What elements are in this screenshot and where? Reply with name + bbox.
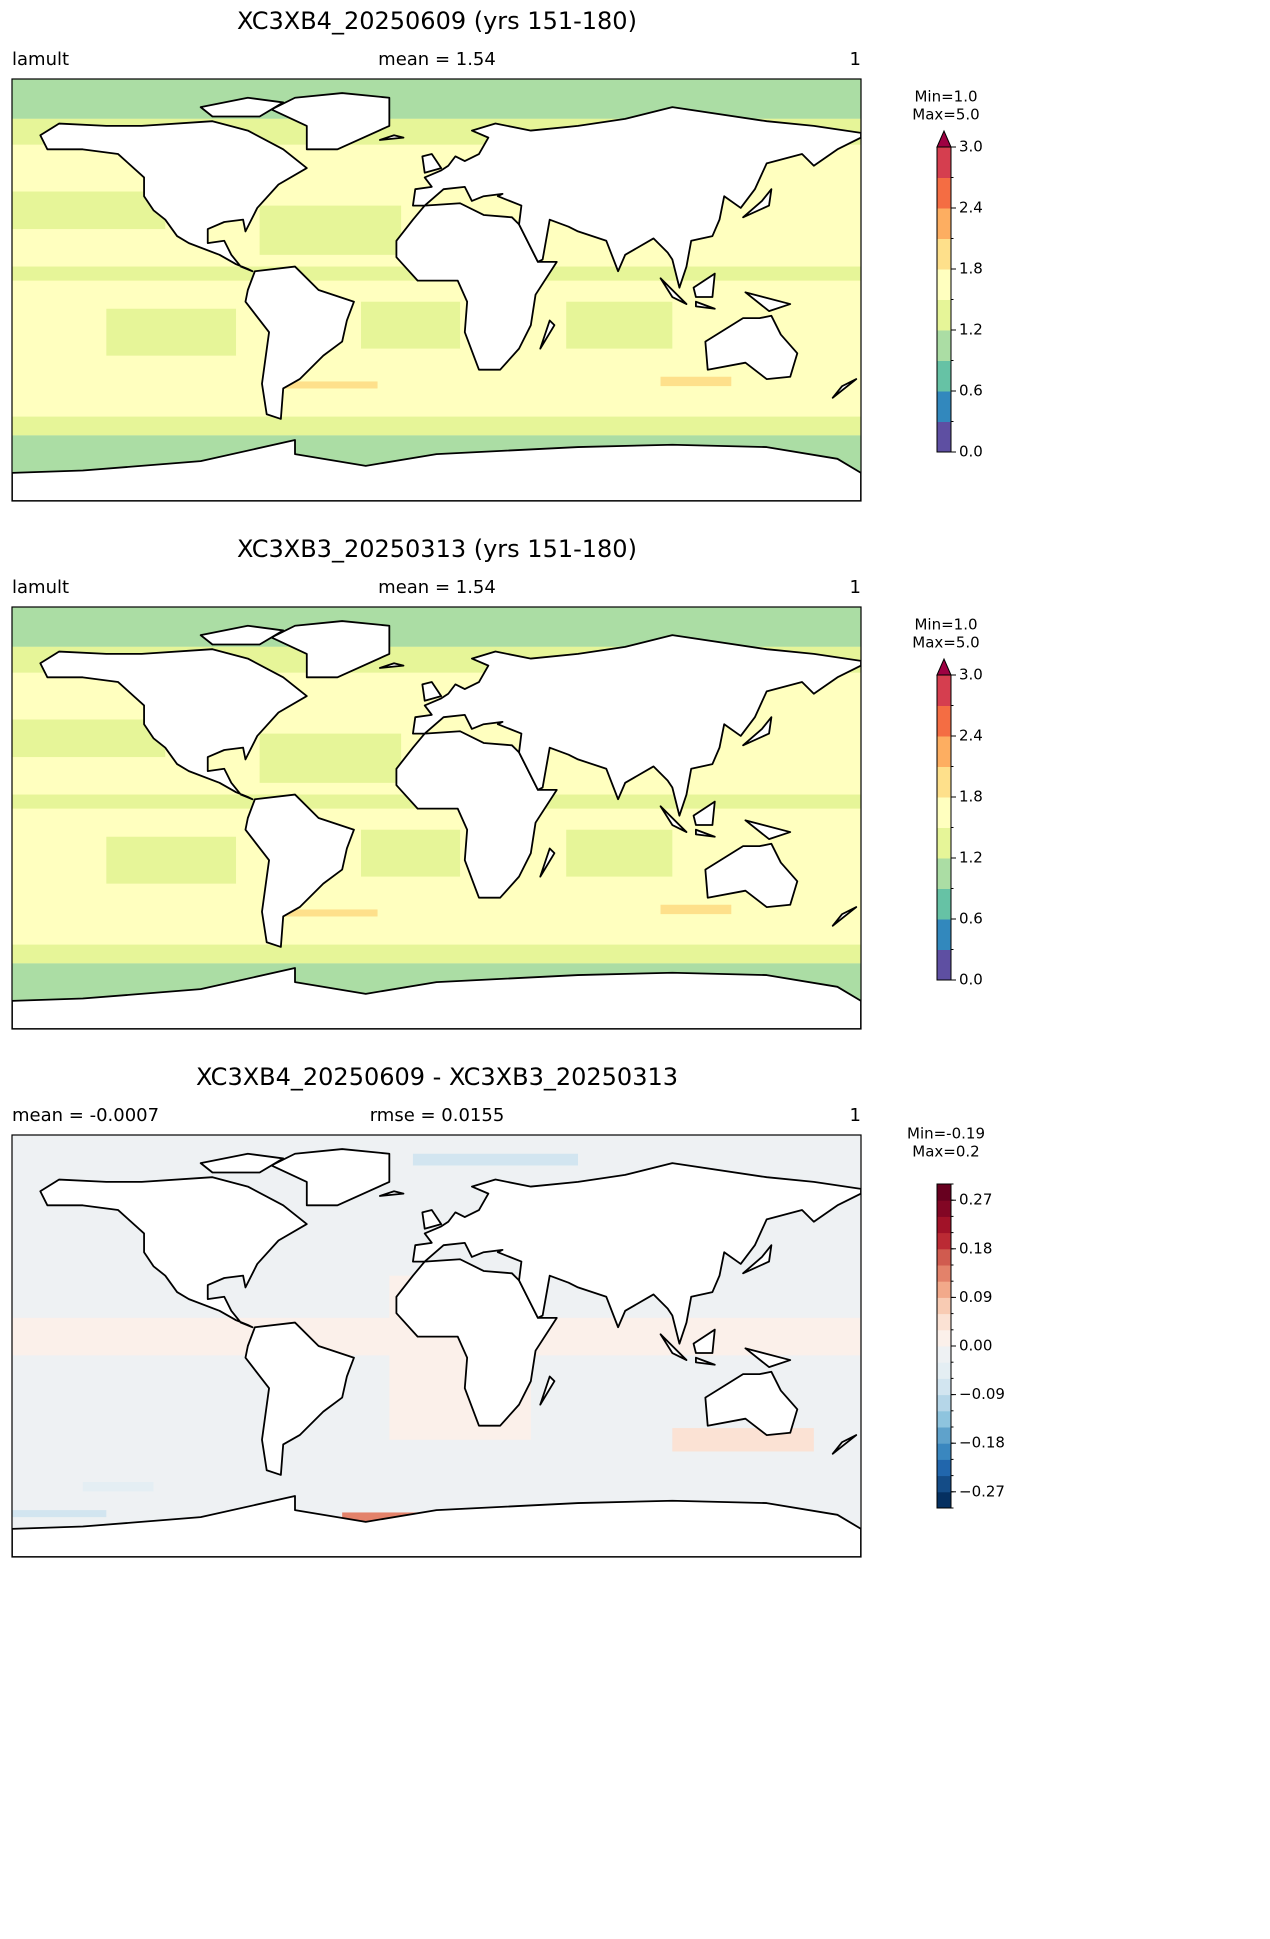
colorbar-tick-label: 3.0 [959,138,983,156]
colorbar-segment [937,1265,951,1282]
center-label: mean = 1.54 [378,49,496,70]
colorbar-segment [937,858,951,889]
colorbar-segment [937,1475,951,1493]
colorbar-segment [937,1232,951,1250]
colorbar-tick-label: −0.18 [959,1434,1005,1452]
colorbar-tick-label: 0.09 [959,1288,992,1306]
colorbar-label: Min=1.0 [914,616,977,634]
colorbar-segment [937,299,951,331]
colorbar-segment [937,177,951,209]
colorbar-segment [937,1410,951,1428]
center-label: mean = 1.54 [378,577,496,598]
left-label: lamult [12,577,69,598]
colorbar-label: Max=5.0 [912,634,979,652]
colorbar-extend [936,129,952,148]
colorbar-segment [937,147,951,178]
right-label: 1 [850,49,861,70]
colorbar-tick-label: 0.0 [959,971,983,989]
colorbar-tick-label: 2.4 [959,727,983,745]
colorbar-segment [937,1491,951,1509]
left-label: lamult [12,49,69,70]
colorbar-segment [937,421,951,453]
colorbar-segment [937,269,951,300]
right-label: 1 [850,1105,861,1126]
colorbar-tick-label: 1.2 [959,849,983,867]
panel-title: XC3XB4_20250609 (yrs 151-180) [237,7,637,35]
colorbar-segment [937,1362,951,1379]
colorbar-segment [937,1443,951,1460]
colorbar-tick-label: 0.27 [959,1191,992,1209]
colorbar-segment [937,919,951,950]
colorbar-segment [937,1329,951,1347]
colorbar-tick-label: −0.27 [959,1482,1005,1500]
colorbar-segment [937,705,951,737]
map-frame [11,606,862,1030]
colorbar-segment [937,949,951,981]
map [12,1135,861,1557]
colorbar-tick-label: 1.8 [959,788,983,806]
left-label: mean = -0.0007 [12,1105,159,1126]
colorbar-label: Max=0.2 [912,1143,979,1161]
colorbar-segment [937,888,951,920]
colorbar-segment [937,330,951,361]
colorbar-label: Min=-0.19 [907,1125,985,1143]
colorbar-segment [937,1394,951,1412]
colorbar-tick-label: 3.0 [959,666,983,684]
colorbar-segment [937,1427,951,1444]
colorbar-tick-label: 0.0 [959,443,983,461]
colorbar-segment [937,675,951,706]
colorbar-segment [937,1281,951,1298]
center-label: rmse = 0.0155 [370,1105,505,1126]
colorbar-tick-label: −0.09 [959,1385,1005,1403]
colorbar-tick-label: 2.4 [959,199,983,217]
colorbar-tick-label: 1.2 [959,321,983,339]
colorbar-segment [937,1297,951,1315]
colorbar-label: Min=1.0 [914,88,977,106]
colorbar-segment [937,238,951,270]
colorbar-segment [937,827,951,859]
colorbar-tick-label: 0.18 [959,1239,992,1257]
colorbar-segment [937,1184,951,1201]
colorbar-segment [937,1248,951,1266]
map-frame [11,78,862,502]
colorbar-segment [937,208,951,239]
colorbar-segment [937,391,951,422]
colorbar-label: Max=5.0 [912,106,979,124]
panel-title: XC3XB4_20250609 - XC3XB3_20250313 [196,1063,678,1091]
panel-title: XC3XB3_20250313 (yrs 151-180) [237,535,637,563]
colorbar-segment [937,766,951,798]
colorbar-segment [937,736,951,767]
colorbar-segment [937,1346,951,1363]
map [12,607,861,1029]
colorbar-tick-label: 1.8 [959,260,983,278]
colorbar-tick-label: 0.00 [959,1337,992,1355]
colorbar-segment [937,1459,951,1477]
colorbar-segment [937,797,951,828]
right-label: 1 [850,577,861,598]
colorbar-extend [936,657,952,676]
colorbar-tick-label: 0.6 [959,382,983,400]
colorbar-segment [937,1313,951,1331]
map-frame [11,1134,862,1558]
colorbar-tick-label: 0.6 [959,910,983,928]
colorbar-segment [937,1378,951,1396]
colorbar-segment [937,1200,951,1217]
colorbar-segment [937,1216,951,1234]
map [12,79,861,501]
colorbar-segment [937,360,951,392]
